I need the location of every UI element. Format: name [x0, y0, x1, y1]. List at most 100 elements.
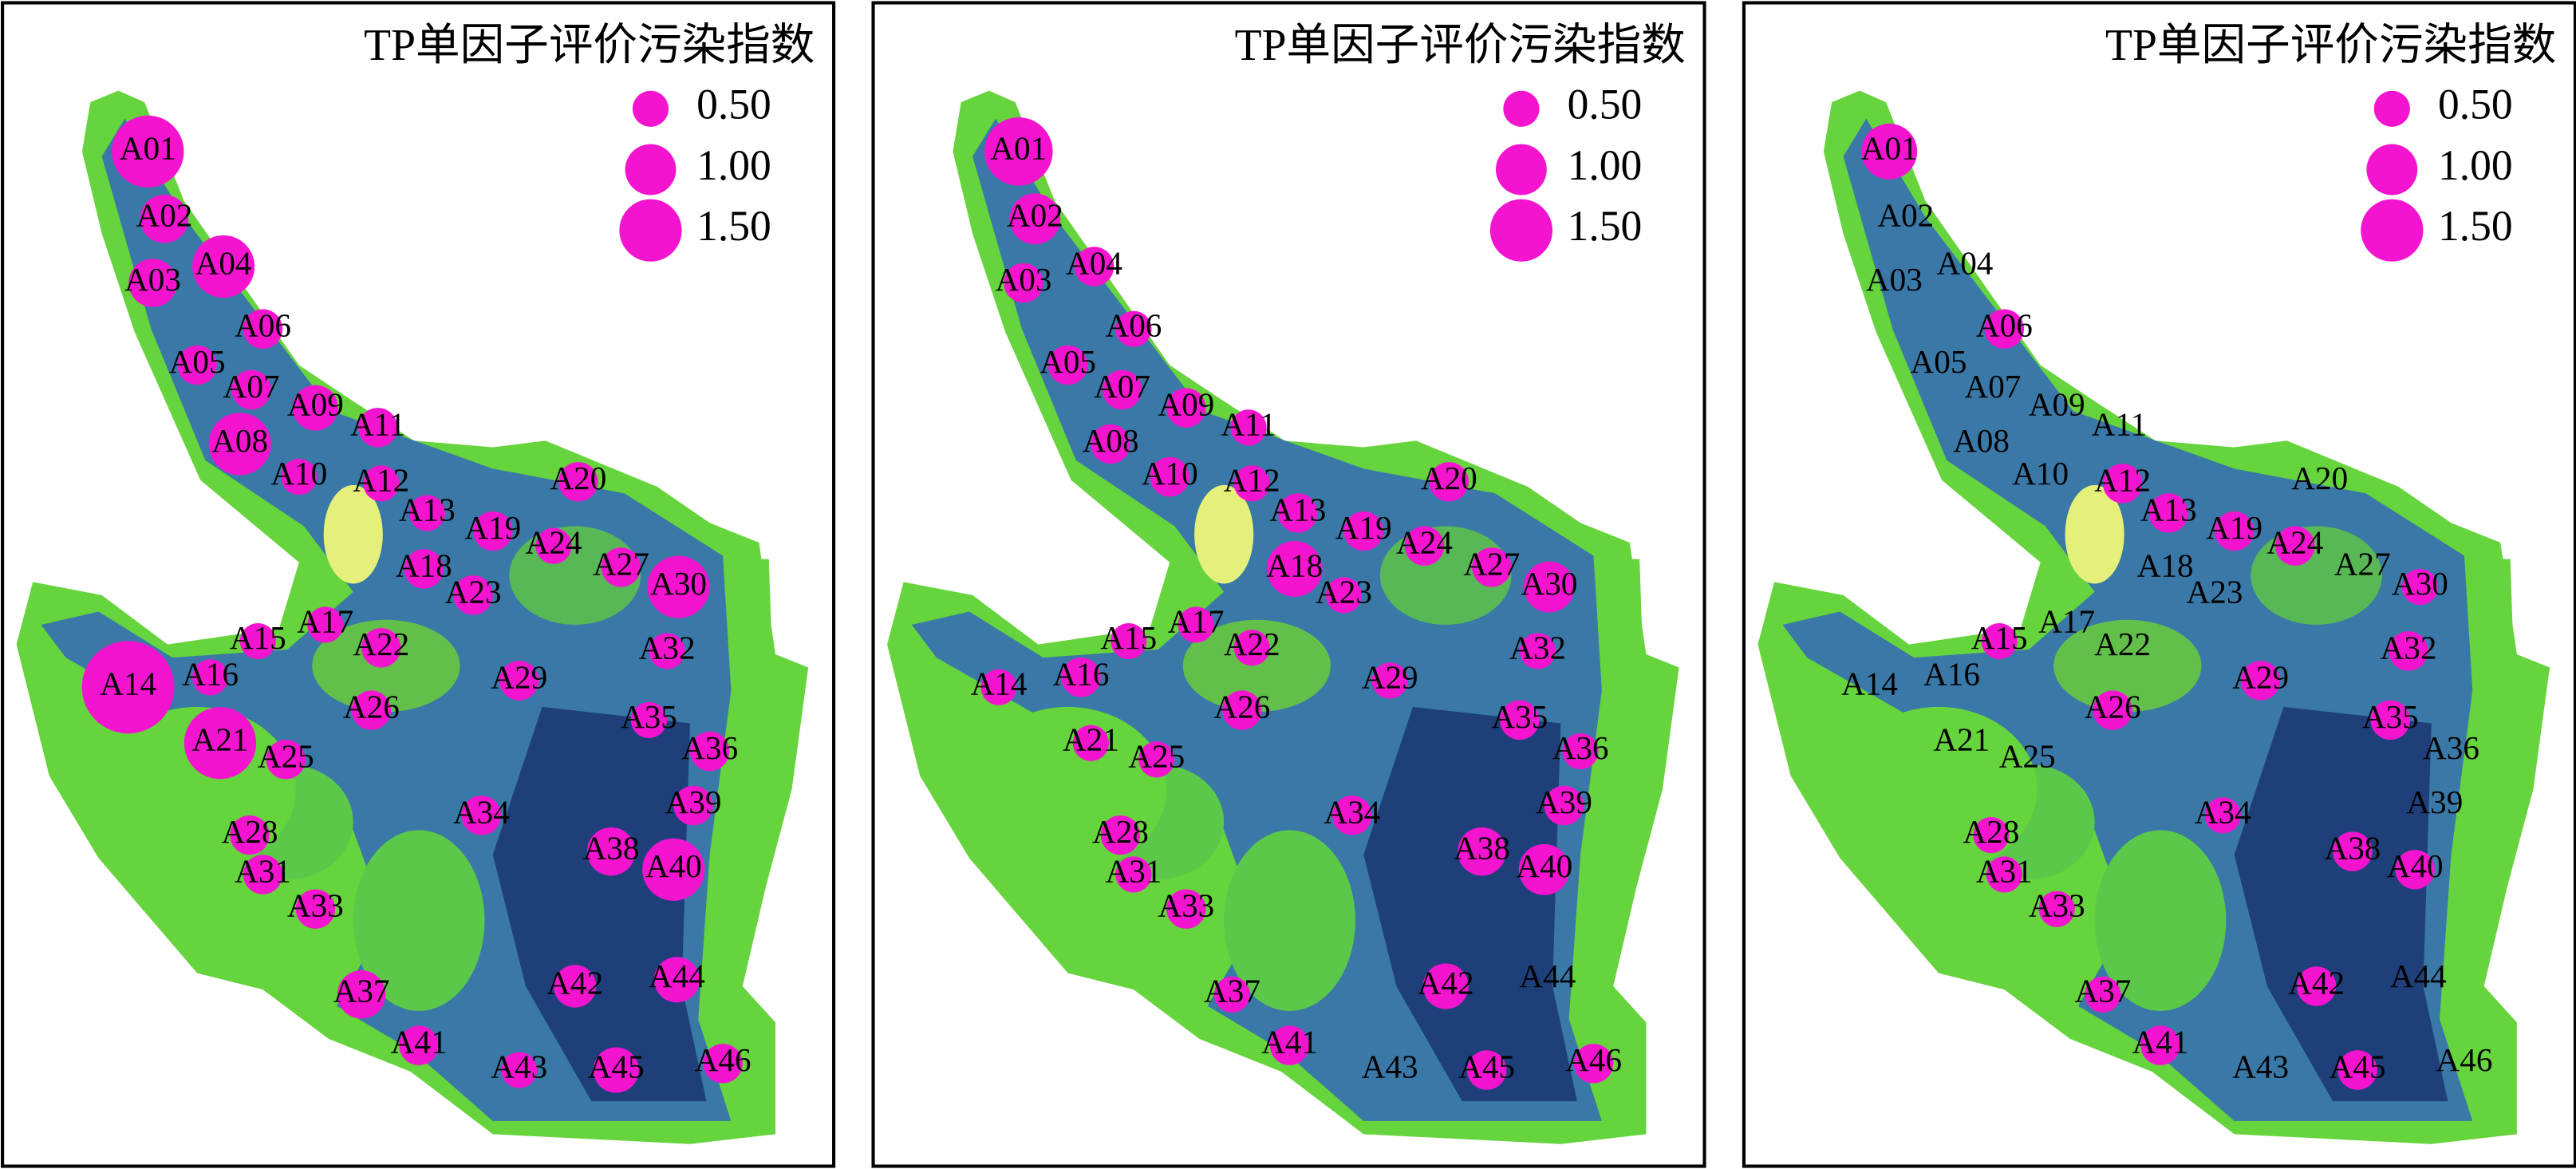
site-label: A23 — [1316, 573, 1372, 610]
site-bubble — [1544, 785, 1584, 826]
site-bubble — [1110, 622, 1147, 660]
site-bubble — [2401, 569, 2438, 606]
site-label: A24 — [1396, 524, 1453, 561]
site-label: A44 — [2390, 958, 2447, 994]
site-label: A42 — [1418, 964, 1474, 1001]
site-label: A03 — [1866, 261, 1923, 298]
legend-title: TP单因子评价污染指数 — [1235, 21, 1686, 70]
site-label: A38 — [1454, 830, 1510, 867]
legend-label: 1.00 — [1568, 141, 1643, 189]
site-label: A13 — [2140, 491, 2197, 527]
site-label: A39 — [2406, 784, 2463, 820]
site-bubble — [499, 661, 539, 701]
site-bubble — [1562, 733, 1599, 770]
site-bubble — [1091, 424, 1130, 464]
site-label: A20 — [2291, 460, 2348, 496]
site-bubble — [461, 796, 502, 835]
site-bubble — [404, 549, 444, 589]
site-bubble — [361, 628, 401, 668]
site-label: A28 — [222, 813, 278, 850]
site-label: A17 — [1168, 602, 1225, 639]
site-bubble — [363, 465, 400, 502]
site-label: A36 — [681, 729, 738, 766]
site-label: A12 — [2094, 461, 2151, 498]
legend-bubble — [1496, 144, 1547, 195]
site-label: A15 — [1100, 619, 1157, 656]
site-bubble — [351, 690, 392, 730]
site-bubble — [2038, 891, 2075, 927]
site-label: A04 — [1066, 244, 1122, 281]
site-bubble — [673, 785, 713, 826]
site-label: A29 — [1362, 658, 1418, 695]
site-bubble — [586, 827, 636, 876]
site-bubble — [243, 309, 283, 350]
site-bubble — [2093, 690, 2132, 730]
legend-label: 0.50 — [2438, 81, 2513, 128]
site-label: A19 — [464, 509, 521, 546]
site-label: A30 — [650, 565, 707, 602]
legend-label: 0.50 — [1568, 81, 1643, 128]
site-bubble — [1072, 725, 1109, 761]
site-label: A10 — [270, 455, 327, 492]
site-label: A20 — [1421, 460, 1477, 496]
site-bubble — [230, 815, 270, 855]
site-bubble — [128, 259, 177, 307]
site-bubble — [1009, 193, 1061, 245]
site-label: A24 — [2266, 524, 2323, 561]
site-label: A17 — [2038, 602, 2095, 639]
site-bubble — [243, 855, 283, 895]
site-bubble — [112, 115, 184, 188]
site-bubble — [980, 669, 1017, 705]
site-label: A05 — [169, 343, 226, 380]
site-bubble — [2085, 976, 2121, 1013]
site-label: A46 — [695, 1041, 751, 1078]
site-bubble — [1984, 309, 2025, 350]
site-bubble — [1233, 630, 1270, 666]
site-label: A32 — [639, 629, 696, 665]
site-label: A10 — [1142, 455, 1198, 492]
site-label: A44 — [649, 958, 705, 994]
legend-bubble — [2366, 144, 2418, 195]
site-bubble — [408, 495, 445, 531]
site-bubble — [357, 408, 398, 448]
legend-label: 1.00 — [2438, 141, 2513, 189]
site-bubble — [984, 117, 1053, 186]
site-label: A45 — [1458, 1048, 1515, 1084]
site-label: A13 — [399, 491, 456, 527]
site-label: A08 — [1953, 422, 2010, 459]
site-bubble — [337, 970, 386, 1019]
site-label: A01 — [120, 129, 176, 166]
legend-label: 1.50 — [2438, 202, 2513, 250]
site-label: A09 — [287, 386, 344, 423]
site-label: A18 — [1266, 547, 1323, 583]
site-bubble — [2333, 831, 2373, 871]
site-label: A08 — [211, 422, 268, 459]
site-label: A18 — [2137, 547, 2194, 583]
site-bubble — [1466, 1050, 1507, 1090]
site-label: A17 — [297, 602, 353, 639]
site-bubble — [1004, 263, 1043, 303]
site-bubble — [601, 547, 641, 587]
site-label: A11 — [1221, 405, 1276, 442]
site-label: A30 — [1521, 565, 1577, 602]
site-label: A21 — [1063, 721, 1119, 758]
site-bubble — [307, 606, 344, 643]
site-bubble — [1222, 690, 1262, 730]
site-bubble — [183, 707, 257, 780]
site-label: A11 — [2092, 405, 2147, 442]
site-label: A25 — [1999, 737, 2056, 774]
site-bubble — [1986, 856, 2022, 893]
site-label: A23 — [445, 573, 502, 610]
site-bubble — [1573, 1044, 1614, 1084]
site-bubble — [239, 622, 276, 660]
site-label: A33 — [287, 887, 344, 924]
site-label: A13 — [1269, 491, 1326, 527]
site-bubble — [1138, 741, 1175, 778]
site-label: A09 — [1158, 386, 1214, 423]
site-bubble — [558, 462, 598, 502]
site-bubble — [689, 731, 730, 772]
site-bubble — [1861, 123, 1918, 180]
site-bubble — [266, 740, 306, 780]
